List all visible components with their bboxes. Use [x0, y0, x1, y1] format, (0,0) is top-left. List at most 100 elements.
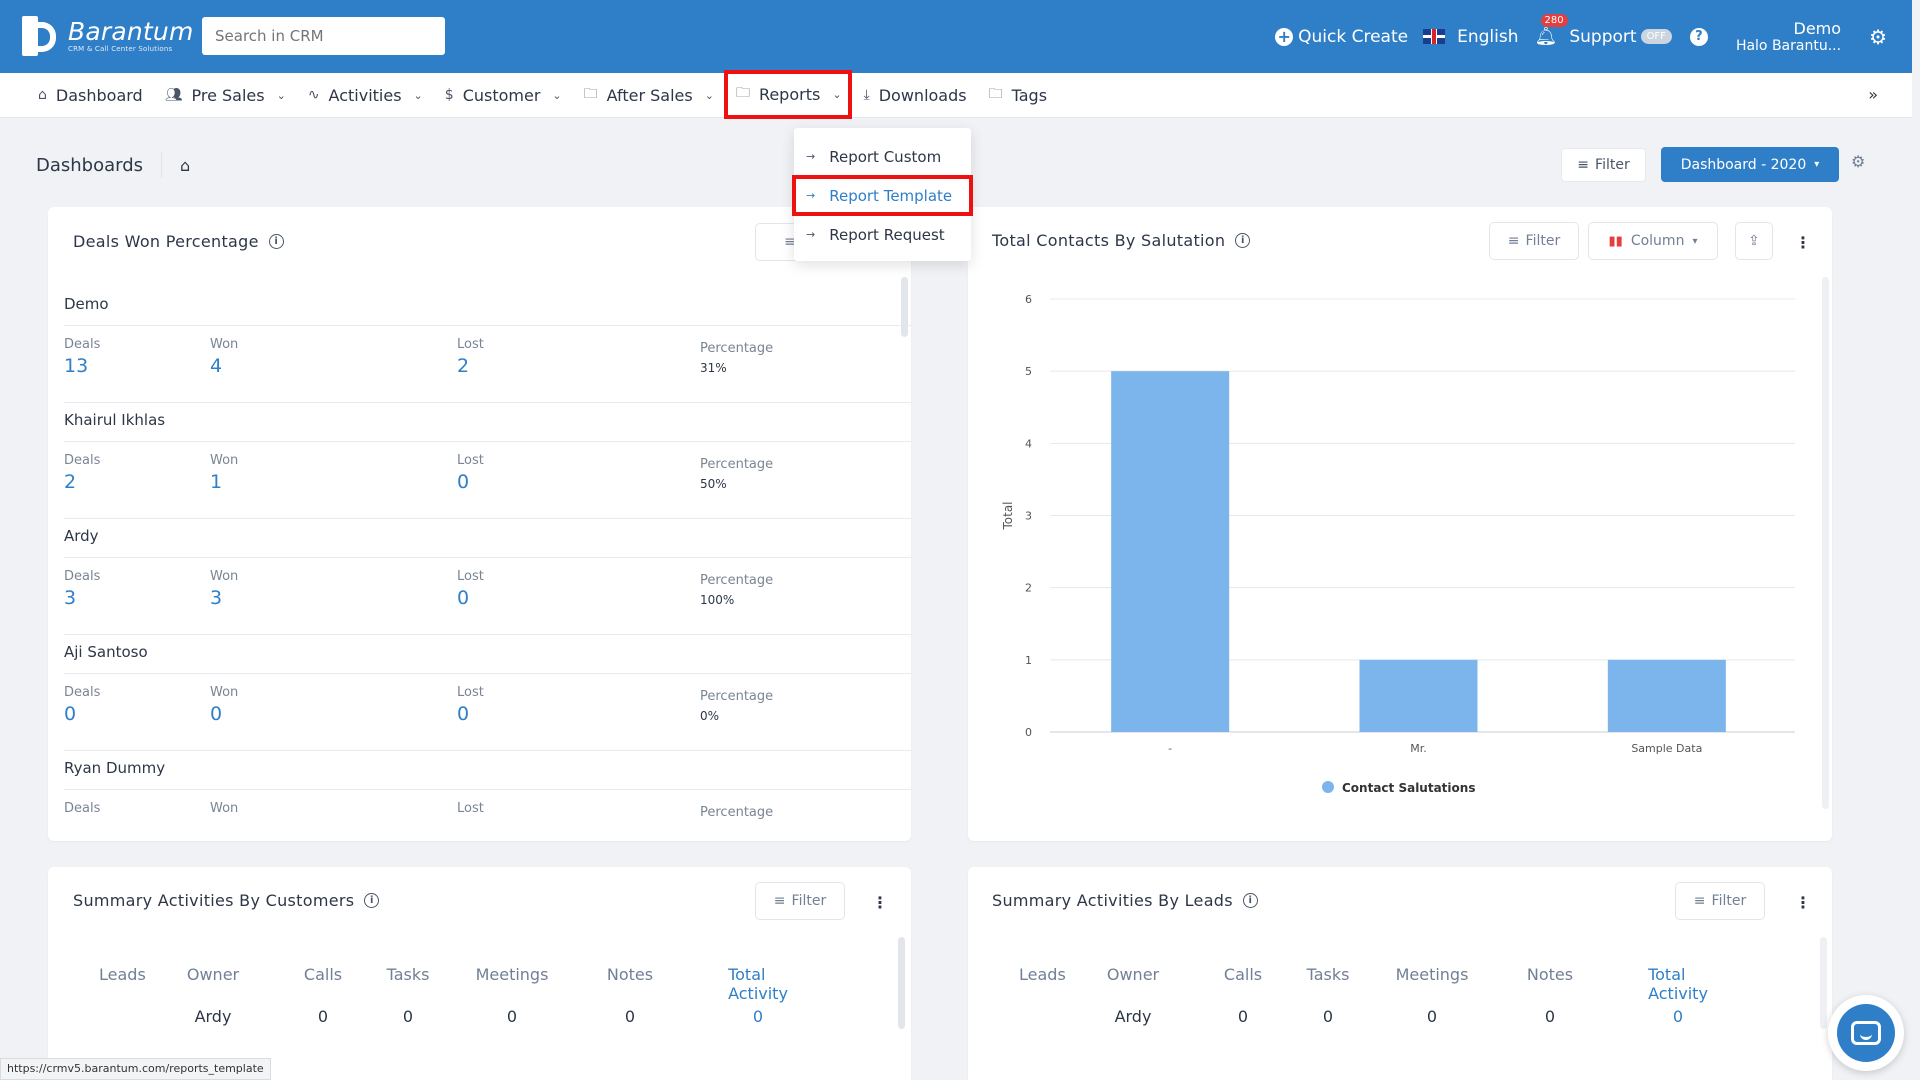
info-icon[interactable]: i — [268, 234, 284, 249]
won-value[interactable]: 1 — [210, 471, 223, 493]
deals-value[interactable]: 1 — [64, 819, 76, 822]
folder-icon: 🗀︎ — [988, 86, 1003, 102]
chat-widget-button[interactable] — [1828, 995, 1904, 1071]
user-menu[interactable]: Demo Halo Barantu... — [1736, 19, 1841, 54]
column-header[interactable]: Tasks — [386, 965, 430, 984]
nav-after-sales[interactable]: 🗀︎ After Sales ⌄ — [572, 73, 724, 118]
deals-value[interactable]: 2 — [64, 471, 77, 493]
column-header[interactable]: Tasks — [1306, 965, 1350, 984]
lost-value[interactable]: 1 — [457, 819, 469, 822]
won-label: Won — [210, 801, 239, 816]
column-header[interactable]: Calls — [303, 965, 343, 984]
support-toggle[interactable]: Support OFF — [1569, 27, 1672, 47]
notification-button[interactable]: 🔔︎ 280 — [1535, 14, 1568, 47]
salutation-bar-chart: 0 1 2 3 4 5 6 Total - Mr. Sample Data Contact Salut… — [1001, 293, 1795, 795]
column-header[interactable]: Leads — [99, 965, 146, 984]
double-chevron-right-icon[interactable]: » — [1868, 85, 1878, 104]
share-icon: ⇪ — [1748, 233, 1760, 249]
settings-gear-icon[interactable]: ⚙︎ — [1869, 24, 1887, 49]
dashboard-select[interactable]: Dashboard - 2020 ▾ — [1661, 147, 1839, 182]
table-cell[interactable]: 0 — [752, 1007, 764, 1026]
column-header[interactable]: Owner — [186, 965, 240, 984]
home-icon[interactable]: ⌂ — [180, 155, 191, 175]
nav-activities[interactable]: ∿ Activities ⌄ — [296, 73, 433, 118]
scrollbar[interactable] — [901, 277, 908, 337]
won-value[interactable]: 0 — [210, 819, 222, 822]
more-options-icon[interactable]: ⋮ — [872, 893, 888, 912]
search-input[interactable] — [202, 17, 445, 55]
deals-value[interactable]: 0 — [64, 703, 77, 725]
quick-create-button[interactable]: + Quick Create — [1275, 27, 1408, 47]
card-title: Deals Won Percentage i — [73, 232, 284, 251]
percentage-label: Percentage — [700, 689, 774, 704]
deals-value[interactable]: 3 — [64, 587, 77, 609]
nav-dashboard[interactable]: ⌂ Dashboard — [26, 73, 153, 118]
filter-button[interactable]: ≡ Filter — [1489, 222, 1579, 260]
menu-item-report-template[interactable]: → Report Template — [792, 175, 973, 216]
chevron-down-icon: ⌄ — [413, 88, 423, 102]
column-header[interactable]: Calls — [1223, 965, 1263, 984]
column-header[interactable]: Notes — [1526, 965, 1574, 984]
won-label: Won — [210, 685, 239, 700]
nav-pre-sales[interactable]: 👥︎ Pre Sales ⌄ — [153, 73, 296, 118]
nav-customer[interactable]: $ Customer ⌄ — [433, 73, 572, 118]
user-company: Halo Barantu... — [1735, 38, 1842, 54]
info-icon[interactable]: i — [364, 893, 380, 908]
column-header[interactable]: Owner — [1106, 965, 1160, 984]
scrollbar[interactable] — [1822, 277, 1829, 809]
export-button[interactable]: ⇪ — [1735, 222, 1773, 260]
scrollbar[interactable] — [1820, 937, 1827, 1029]
table-cell: 0 — [1237, 1007, 1249, 1026]
deal-row: Khairul Ikhlas Deals 2 Won 1 Lost 0 Percentage 5… — [64, 403, 911, 519]
menu-item-report-request[interactable]: → Report Request — [794, 216, 971, 253]
lost-value[interactable]: 2 — [457, 355, 470, 377]
chevron-down-icon: ⌄ — [704, 88, 714, 102]
won-value[interactable]: 4 — [210, 355, 223, 377]
column-header[interactable]: Meetings — [475, 965, 549, 984]
nav-downloads[interactable]: ⤓ Downloads — [852, 73, 977, 118]
nav-label: Dashboard — [55, 85, 143, 105]
y-tick-label: 1 — [1025, 654, 1032, 667]
divider — [64, 557, 911, 558]
table-cell[interactable]: 0 — [1672, 1007, 1684, 1026]
table-cell: 0 — [1426, 1007, 1438, 1026]
won-label: Won — [210, 337, 239, 352]
info-icon[interactable]: i — [1235, 233, 1251, 248]
more-options-icon[interactable]: ⋮ — [1795, 893, 1811, 912]
table-cell: Ardy — [194, 1007, 232, 1026]
info-icon[interactable]: i — [1242, 893, 1258, 908]
filter-button[interactable]: ≡ Filter — [755, 882, 845, 920]
lost-value[interactable]: 0 — [457, 587, 470, 609]
won-value[interactable]: 0 — [210, 703, 223, 725]
filter-button[interactable]: ≡ Filter — [1675, 882, 1765, 920]
column-header[interactable]: Notes — [606, 965, 654, 984]
menu-item-report-custom[interactable]: → Report Custom — [794, 138, 971, 175]
card-title: Total Contacts By Salutation i — [992, 231, 1251, 250]
chart-type-select[interactable]: ▮▮ Column ▾ — [1588, 222, 1718, 260]
lost-value[interactable]: 0 — [457, 471, 470, 493]
won-value[interactable]: 3 — [210, 587, 223, 609]
deal-owner-name: Ardy — [64, 527, 99, 545]
page-scrollbar[interactable] — [1912, 0, 1920, 1080]
column-header[interactable]: Meetings — [1395, 965, 1469, 984]
page-filter-button[interactable]: ≡ Filter — [1561, 148, 1646, 182]
nav-label: Downloads — [878, 85, 967, 105]
logo-mark-icon — [22, 16, 58, 56]
percentage-label: Percentage — [700, 341, 774, 356]
nav-reports[interactable]: 🗀︎ Reports ⌄ — [723, 69, 852, 119]
support-label: Support — [1569, 26, 1637, 47]
table-cell: 0 — [506, 1007, 518, 1026]
help-icon[interactable]: ? — [1689, 27, 1708, 46]
logo[interactable]: Barantum CRM & Call Center Solutions — [22, 16, 194, 56]
column-header[interactable]: Total Activity — [1648, 965, 1708, 1003]
column-header[interactable]: Leads — [1019, 965, 1066, 984]
filter-icon: ≡ — [1507, 233, 1520, 249]
nav-tags[interactable]: 🗀︎ Tags — [977, 73, 1057, 118]
language-selector[interactable]: English — [1423, 27, 1519, 47]
column-header[interactable]: Total Activity — [728, 965, 788, 1003]
more-options-icon[interactable]: ⋮ — [1795, 233, 1811, 252]
lost-value[interactable]: 0 — [457, 703, 470, 725]
deals-value[interactable]: 13 — [64, 355, 89, 377]
scrollbar[interactable] — [898, 937, 905, 1029]
dashboard-settings-gear-icon[interactable]: ⚙︎ — [1851, 152, 1866, 171]
